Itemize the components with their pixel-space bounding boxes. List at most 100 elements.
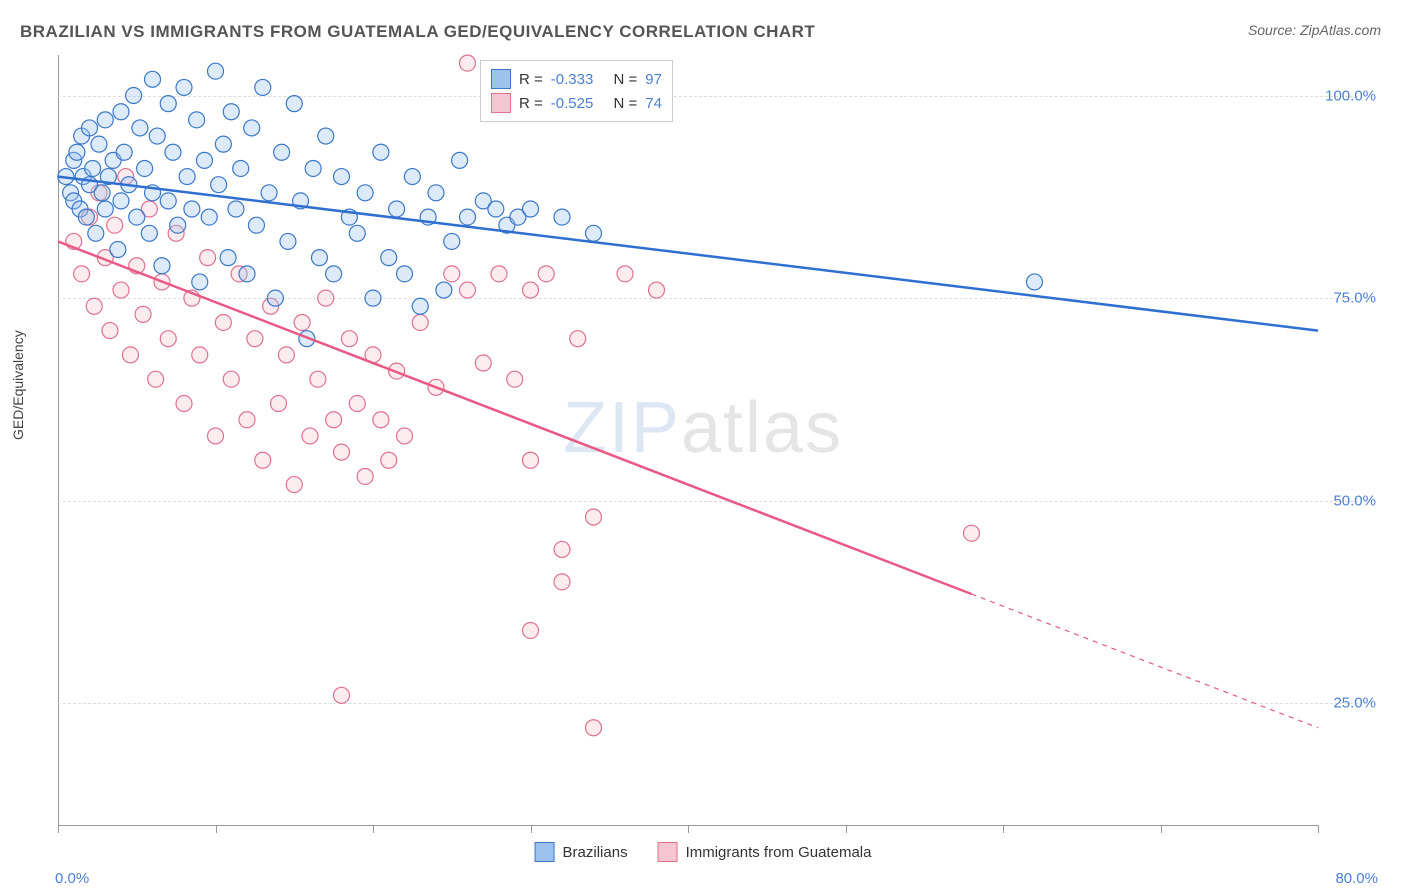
data-point — [294, 314, 310, 330]
data-point — [617, 266, 633, 282]
data-point — [326, 412, 342, 428]
data-point — [200, 250, 216, 266]
data-point — [247, 331, 263, 347]
data-point — [428, 185, 444, 201]
data-point — [523, 201, 539, 217]
x-tick-mark — [216, 825, 217, 833]
data-point — [85, 160, 101, 176]
y-tick-label: 100.0% — [1325, 87, 1376, 104]
data-point — [318, 128, 334, 144]
series-legend: Brazilians Immigrants from Guatemala — [535, 842, 872, 862]
data-point — [357, 468, 373, 484]
data-point — [404, 169, 420, 185]
data-point — [215, 314, 231, 330]
data-point — [349, 396, 365, 412]
data-point — [570, 331, 586, 347]
chart-title: BRAZILIAN VS IMMIGRANTS FROM GUATEMALA G… — [20, 22, 815, 42]
data-point — [248, 217, 264, 233]
data-point — [189, 112, 205, 128]
n-label: N = — [613, 71, 637, 88]
data-point — [239, 412, 255, 428]
r-label: R = — [519, 95, 543, 112]
data-point — [381, 452, 397, 468]
data-point — [86, 298, 102, 314]
r-value-brazilians: -0.333 — [551, 71, 594, 88]
x-tick-mark — [531, 825, 532, 833]
data-point — [132, 120, 148, 136]
data-point — [318, 290, 334, 306]
swatch-guatemala — [658, 842, 678, 862]
data-point — [192, 274, 208, 290]
data-point — [460, 282, 476, 298]
data-point — [255, 79, 271, 95]
data-point — [113, 282, 129, 298]
data-point — [334, 444, 350, 460]
data-point — [271, 396, 287, 412]
data-point — [176, 79, 192, 95]
data-point — [69, 144, 85, 160]
data-point — [554, 541, 570, 557]
data-point — [334, 687, 350, 703]
data-point — [373, 144, 389, 160]
data-point — [129, 209, 145, 225]
data-point — [349, 225, 365, 241]
data-point — [78, 209, 94, 225]
data-point — [373, 412, 389, 428]
swatch-brazilians — [491, 69, 511, 89]
data-point — [154, 258, 170, 274]
n-label: N = — [613, 95, 637, 112]
data-point — [311, 250, 327, 266]
x-tick-mark — [1161, 825, 1162, 833]
swatch-guatemala — [491, 93, 511, 113]
data-point — [412, 298, 428, 314]
data-point — [179, 169, 195, 185]
data-point — [460, 55, 476, 71]
data-point — [488, 201, 504, 217]
stats-row-guatemala: R = -0.525 N = 74 — [491, 91, 662, 115]
data-point — [274, 144, 290, 160]
stats-row-brazilians: R = -0.333 N = 97 — [491, 67, 662, 91]
data-point — [444, 233, 460, 249]
data-point — [554, 574, 570, 590]
data-point — [184, 201, 200, 217]
data-point — [215, 136, 231, 152]
r-value-guatemala: -0.525 — [551, 95, 594, 112]
x-tick-mark — [373, 825, 374, 833]
scatter-plot — [58, 55, 1318, 825]
data-point — [305, 160, 321, 176]
data-point — [220, 250, 236, 266]
data-point — [170, 217, 186, 233]
data-point — [141, 225, 157, 241]
data-point — [239, 266, 255, 282]
data-point — [208, 428, 224, 444]
data-point — [444, 266, 460, 282]
legend-label-brazilians: Brazilians — [563, 844, 628, 861]
y-tick-label: 75.0% — [1333, 290, 1376, 307]
data-point — [261, 185, 277, 201]
legend-item-brazilians: Brazilians — [535, 842, 628, 862]
x-tick-mark — [688, 825, 689, 833]
data-point — [357, 185, 373, 201]
data-point — [255, 452, 271, 468]
data-point — [334, 169, 350, 185]
regression-lines — [58, 177, 1318, 728]
legend-item-guatemala: Immigrants from Guatemala — [658, 842, 872, 862]
data-point — [523, 282, 539, 298]
data-point — [365, 290, 381, 306]
data-point — [341, 331, 357, 347]
data-point — [397, 428, 413, 444]
data-point — [82, 120, 98, 136]
data-point — [122, 347, 138, 363]
data-point — [310, 371, 326, 387]
data-point — [223, 371, 239, 387]
data-point — [211, 177, 227, 193]
data-point — [326, 266, 342, 282]
data-point — [389, 201, 405, 217]
data-point — [107, 217, 123, 233]
data-point — [192, 347, 208, 363]
data-point — [113, 193, 129, 209]
data-point — [554, 209, 570, 225]
data-point — [649, 282, 665, 298]
data-point — [145, 71, 161, 87]
data-point — [233, 160, 249, 176]
